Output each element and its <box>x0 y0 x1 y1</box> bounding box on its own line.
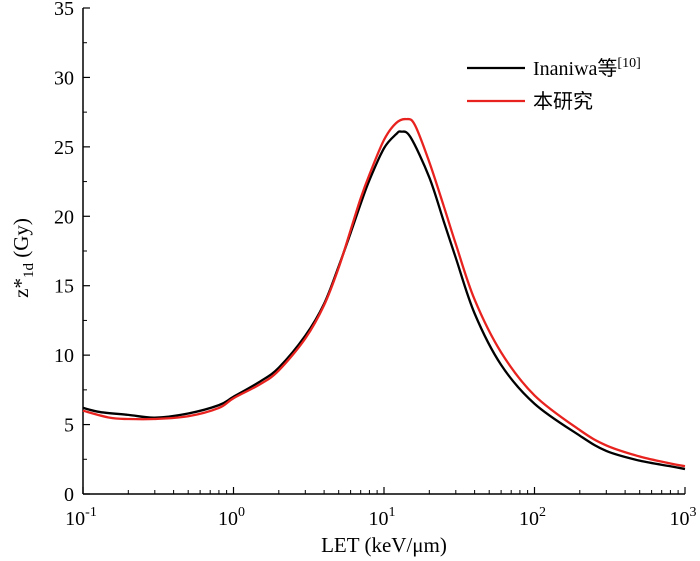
legend-label-superscript: [10] <box>617 56 640 71</box>
x-tick-label: 101 <box>369 505 396 530</box>
x-tick-base: 10 <box>369 508 389 530</box>
series-layer <box>82 117 686 471</box>
y-tick-label: 10 <box>54 345 74 367</box>
legend-label-1: 本研究 <box>533 90 593 113</box>
x-tick-exponent: 0 <box>238 505 245 520</box>
y-tick-label: 5 <box>64 415 74 437</box>
legend-label-text: 本研究 <box>533 90 593 113</box>
x-tick-label: 100 <box>218 505 245 530</box>
legend-label-text: Inaniwa等 <box>533 57 617 80</box>
y-tick-label: 0 <box>64 484 74 506</box>
y-tick-label: 20 <box>54 206 74 228</box>
x-tick-exponent: 1 <box>389 505 396 520</box>
series-line-0 <box>82 130 686 471</box>
x-tick-base: 10 <box>670 508 690 530</box>
series-line-1 <box>82 117 686 468</box>
y-tick-label: 30 <box>54 67 74 89</box>
y-axis-label-unit: (Gy) <box>9 218 33 263</box>
x-tick-base: 10 <box>519 508 539 530</box>
y-tick-label: 25 <box>54 137 74 159</box>
y-axis-label-subscript: 1d <box>21 263 37 279</box>
y-axis-label-main: z* <box>9 278 33 298</box>
x-tick-label: 10-1 <box>65 505 97 530</box>
x-axis-label: LET (keV/μm) <box>321 533 447 557</box>
x-tick-exponent: -1 <box>85 505 97 520</box>
y-axis-label: z*1d (Gy) <box>9 218 37 298</box>
x-tick-base: 10 <box>65 508 85 530</box>
y-tick-label: 15 <box>54 276 74 298</box>
y-tick-label: 35 <box>54 0 74 20</box>
legend-label-0: Inaniwa等[10] <box>533 56 641 80</box>
x-tick-label: 103 <box>670 505 697 530</box>
legend: Inaniwa等[10] 本研究 <box>467 56 641 113</box>
x-tick-exponent: 3 <box>690 505 697 520</box>
x-tick-exponent: 2 <box>539 505 546 520</box>
x-tick-base: 10 <box>218 508 238 530</box>
x-tick-label: 102 <box>519 505 546 530</box>
